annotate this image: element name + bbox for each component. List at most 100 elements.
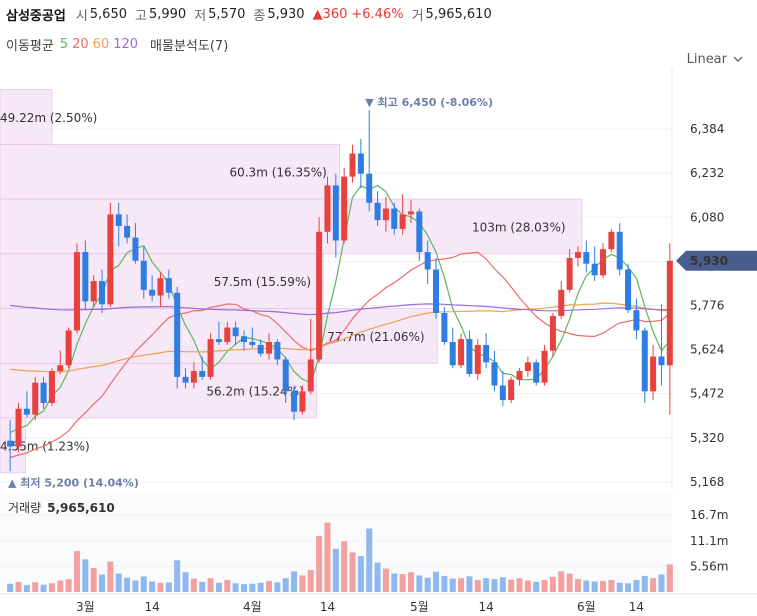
candle-body — [182, 376, 189, 383]
close-value: 5,930 — [267, 6, 305, 22]
ma20-label[interactable]: 20 — [72, 36, 89, 52]
candle-body — [257, 344, 264, 354]
volume-bar — [341, 541, 348, 592]
time-tick-label: 4월 — [243, 600, 262, 614]
high-label: 고 — [135, 8, 147, 24]
annotations: 5,930 ▼ 최고 6,450 (-8.06%) ▲ 최저 5,200 (14.0… — [8, 95, 757, 490]
candle-body — [608, 231, 615, 250]
ma120-label[interactable]: 120 — [113, 36, 139, 52]
volume-bar — [374, 562, 381, 592]
candle-body — [299, 391, 306, 412]
volume-bar — [382, 568, 389, 592]
candle-body — [650, 356, 657, 392]
candle-body — [224, 327, 231, 343]
volume-bar — [224, 580, 231, 592]
volume-bar — [7, 583, 14, 592]
price-axis: 6,3846,2326,0805,9305,7765,6245,4725,320… — [690, 122, 724, 489]
candle-body — [7, 440, 14, 447]
ma5-label[interactable]: 5 — [59, 36, 69, 52]
candle-body — [583, 252, 590, 264]
candle-body — [90, 281, 97, 302]
volume-bar — [608, 580, 615, 592]
volume-bar — [658, 574, 665, 592]
volume-bar — [274, 582, 281, 592]
volume-bar — [641, 575, 648, 592]
ma60-label[interactable]: 60 — [92, 36, 110, 52]
candle-body — [591, 263, 598, 276]
volume-bar — [541, 580, 548, 592]
ma-label[interactable]: 이동평균 — [6, 38, 54, 54]
volume-profile-label: 4.55m (1.23%) — [0, 439, 90, 453]
candle-body — [82, 252, 89, 302]
price-tick-label: 5,168 — [690, 475, 724, 489]
volume-bar — [282, 578, 289, 592]
volume-axis: 16.7m 11.1m 5.56m — [690, 508, 728, 573]
volume-bar — [616, 582, 623, 592]
candle-body — [391, 208, 398, 229]
price-tick-label: 6,232 — [690, 166, 724, 180]
volume-bar — [441, 575, 448, 592]
volume-profile-label: 57.5m (15.59%) — [214, 275, 311, 289]
volume-bar — [499, 577, 506, 592]
high-marker: ▼ 최고 6,450 (-8.06%) — [365, 95, 493, 109]
candle-body — [316, 231, 323, 360]
candle-body — [366, 173, 373, 203]
volume-bar — [115, 573, 122, 592]
volume-bar — [574, 579, 581, 592]
volume-profile: 49.22m (2.50%) 60.3m (16.35%) 103m (28.03%… — [0, 89, 583, 474]
candle-body — [40, 382, 47, 403]
candle-body — [240, 336, 247, 343]
volume-bar — [65, 579, 72, 592]
candle-body — [541, 350, 548, 383]
volume-bar — [491, 579, 498, 592]
volume-bar — [407, 572, 414, 592]
candle-body — [483, 344, 490, 363]
volume-bar — [508, 579, 515, 592]
ma5-line — [9, 184, 671, 434]
current-price-tag — [676, 250, 757, 271]
candle-body — [474, 344, 481, 374]
volume-profile-band — [0, 89, 53, 145]
volume-bar — [583, 580, 590, 592]
volume-bar — [666, 564, 673, 592]
candle-body — [274, 342, 281, 360]
candle-body — [157, 278, 164, 296]
candle-body — [324, 185, 331, 232]
candle-body — [641, 330, 648, 392]
current-price-label: 5,930 — [690, 254, 728, 268]
time-tick-label: 6월 — [577, 600, 596, 614]
volume-tick-label: 11.1m — [690, 534, 728, 548]
candle-body — [633, 310, 640, 331]
candle-body — [558, 289, 565, 316]
candle-body — [115, 214, 122, 226]
volume-bar — [650, 578, 657, 592]
candle-body — [533, 362, 540, 383]
candle-body — [249, 342, 256, 345]
candlesticks — [7, 109, 673, 472]
candle-body — [499, 385, 506, 401]
volume-bar — [391, 573, 398, 592]
volume-bar — [433, 571, 440, 592]
volume-bar — [524, 580, 531, 592]
scale-selector[interactable]: Linear — [687, 52, 743, 67]
open-value: 5,650 — [89, 6, 127, 22]
change-value: ▲360 — [312, 6, 348, 22]
candle-body — [73, 252, 80, 331]
volume-bars — [7, 522, 673, 592]
candle-body — [374, 202, 381, 221]
volume-bar — [174, 560, 181, 592]
ma20-line — [10, 251, 671, 459]
price-tick-label: 6,080 — [690, 210, 724, 224]
candle-body — [658, 356, 665, 366]
indicator-legend: 이동평균 5 20 60 120 매물분석도(7) — [6, 34, 234, 54]
volume-bar — [549, 576, 556, 592]
volume-bar — [207, 578, 214, 592]
volume-profile-label[interactable]: 매물분석도(7) — [150, 38, 229, 54]
price-tick-label: 5,624 — [690, 343, 724, 357]
volume-bar — [316, 535, 323, 592]
candle-body — [449, 342, 456, 366]
volume-value: 5,965,610 — [425, 6, 492, 22]
volume-bar — [199, 581, 206, 592]
time-tick-label: 14 — [144, 600, 159, 614]
